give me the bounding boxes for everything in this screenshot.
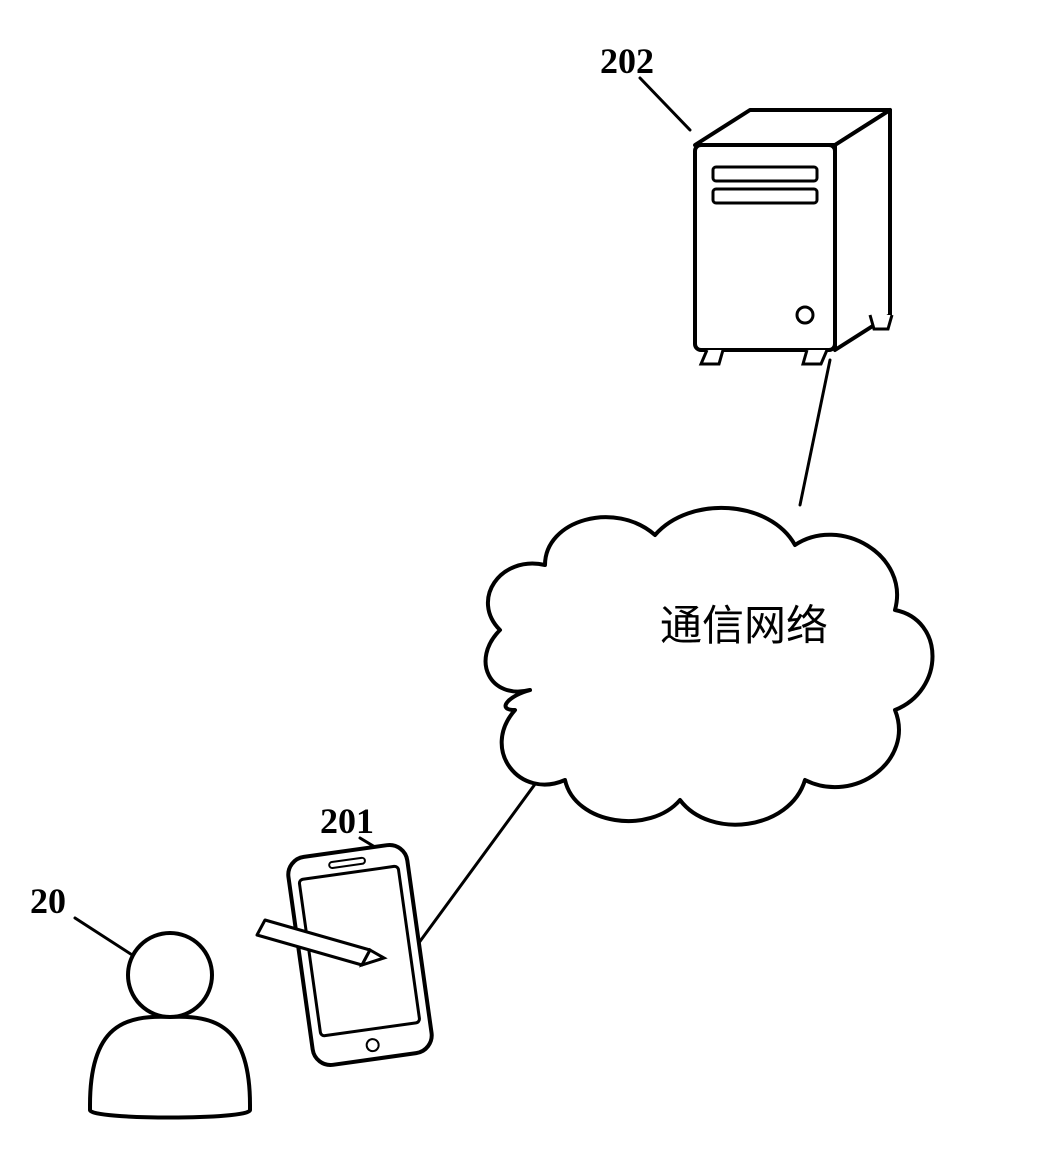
phone-icon [257, 843, 434, 1068]
edge-cloud-server [800, 360, 830, 505]
label-server: 202 [600, 40, 654, 82]
leader-user [75, 918, 140, 960]
server-icon [695, 110, 892, 364]
label-device: 201 [320, 800, 374, 842]
leader-server [640, 78, 690, 130]
label-user: 20 [30, 880, 66, 922]
cloud-icon: 通信网络 [486, 508, 933, 825]
cloud-label: 通信网络 [660, 603, 828, 650]
diagram-canvas: 通信网络 20 201 202 [0, 0, 1053, 1159]
user-icon [90, 933, 250, 1118]
diagram-svg: 通信网络 [0, 0, 1053, 1159]
